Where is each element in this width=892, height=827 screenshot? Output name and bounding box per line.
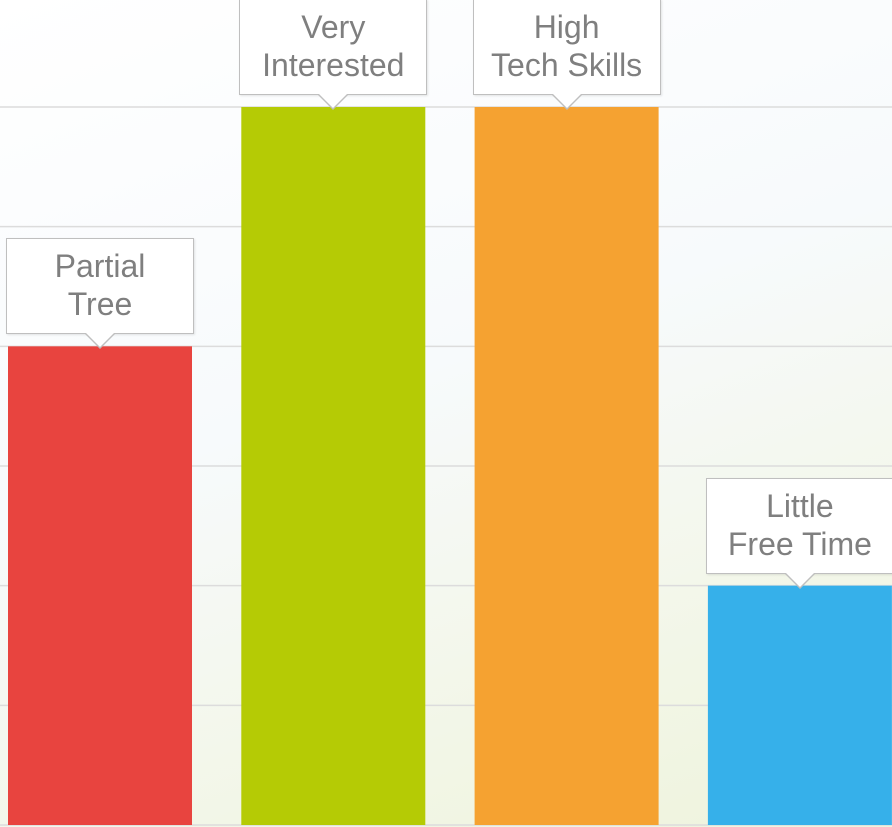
bar <box>8 346 192 825</box>
bar <box>474 107 659 825</box>
bar <box>707 585 892 825</box>
category-label: Very Interested <box>239 0 428 110</box>
category-label: Little Free Time <box>705 477 892 589</box>
bar <box>241 107 426 825</box>
category-label: High Tech Skills <box>472 0 661 110</box>
category-label: Partial Tree <box>6 238 194 350</box>
